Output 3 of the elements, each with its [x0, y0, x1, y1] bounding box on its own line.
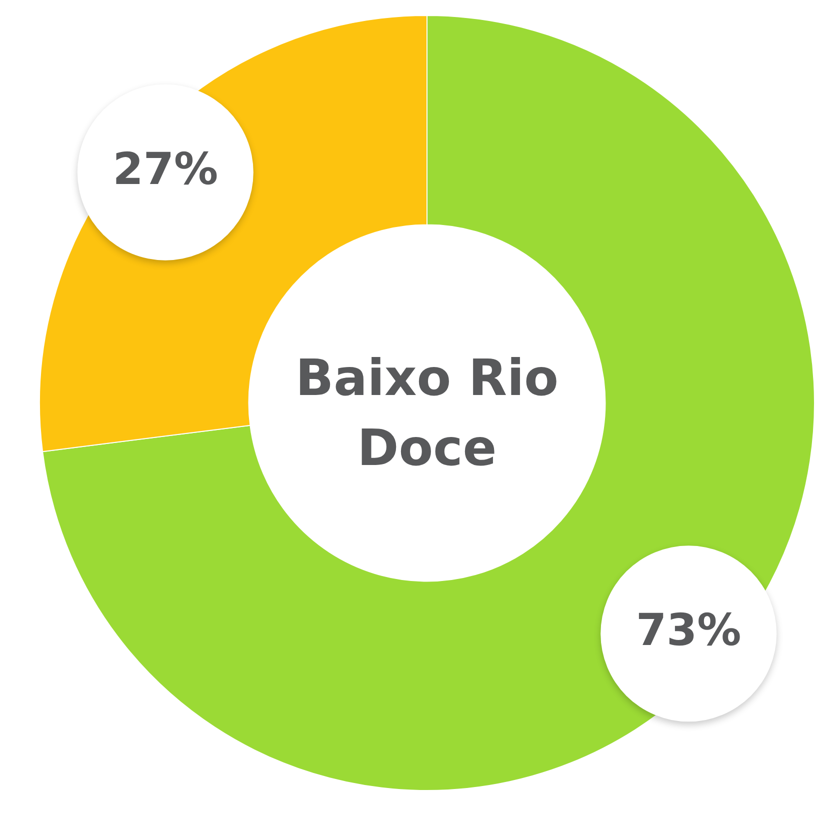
- text: Baixo Rio Doce: [294, 348, 560, 479]
- data-label: 73%: [636, 605, 742, 656]
- data-label: 27%: [112, 144, 218, 195]
